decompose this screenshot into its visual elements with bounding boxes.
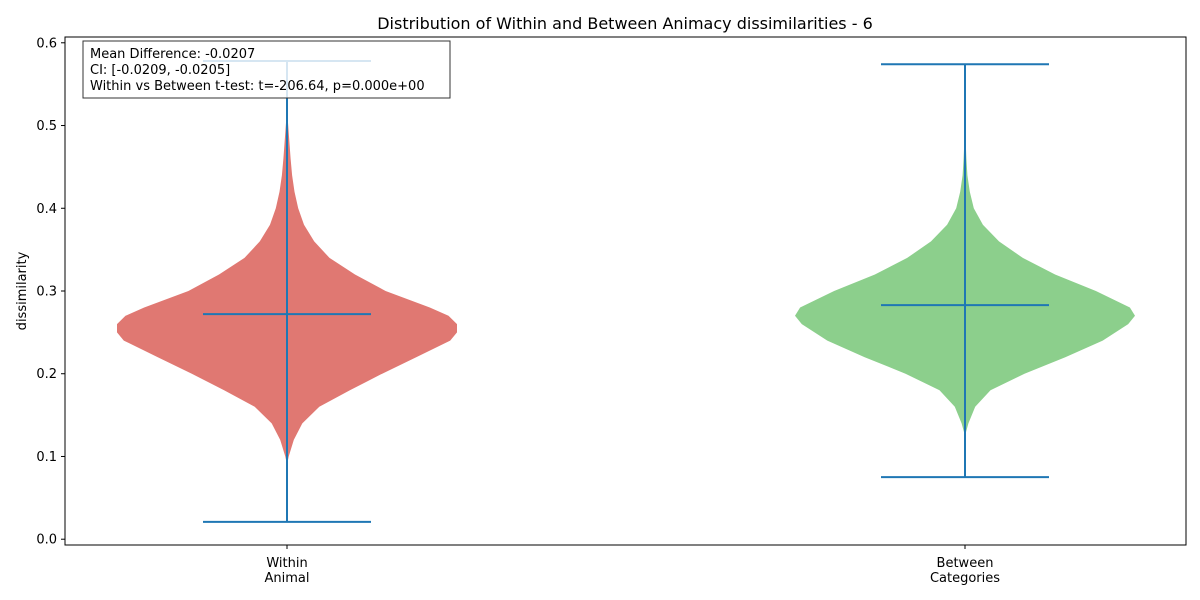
x-tick-label-line1: Within [266, 556, 307, 571]
stats-line: CI: [-0.0209, -0.0205] [90, 63, 230, 78]
x-tick-label-line1: Between [937, 556, 994, 571]
y-tick-label: 0.4 [36, 202, 57, 217]
x-tick-label-line2: Categories [930, 571, 1000, 586]
stats-line: Within vs Between t-test: t=-206.64, p=0… [90, 79, 425, 94]
chart-title: Distribution of Within and Between Anima… [377, 14, 873, 33]
y-tick-label: 0.6 [36, 36, 57, 51]
y-tick-label: 0.0 [36, 533, 57, 548]
y-axis-label: dissimilarity [15, 251, 30, 330]
y-tick-label: 0.3 [36, 285, 57, 300]
y-tick-label: 0.2 [36, 367, 57, 382]
stats-line: Mean Difference: -0.0207 [90, 47, 255, 62]
y-tick-label: 0.5 [36, 119, 57, 134]
y-tick-label: 0.1 [36, 450, 57, 465]
x-tick-label-line2: Animal [265, 571, 310, 586]
stats-box-frame [82, 40, 451, 99]
